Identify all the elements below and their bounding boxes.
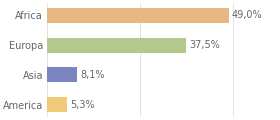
Text: 8,1%: 8,1% [80, 70, 105, 80]
Text: 49,0%: 49,0% [232, 10, 263, 20]
Bar [47, 97, 67, 112]
Text: 37,5%: 37,5% [189, 40, 220, 50]
Text: 5,3%: 5,3% [70, 100, 94, 110]
Bar [47, 67, 77, 82]
Bar [47, 8, 229, 23]
Bar [47, 38, 186, 53]
